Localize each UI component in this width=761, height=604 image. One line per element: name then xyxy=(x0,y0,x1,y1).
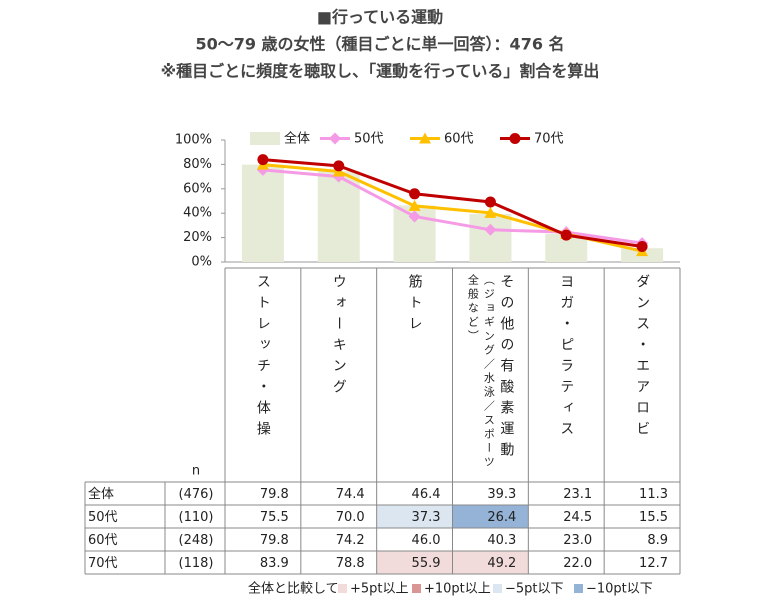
legend-marker xyxy=(419,132,431,144)
category-label: その他の有酸素運動 xyxy=(498,274,515,463)
point xyxy=(408,210,421,223)
category-cell: ヨガ・ピラティス xyxy=(528,274,604,478)
y-tick-label: 0% xyxy=(191,255,212,270)
category-label: 筋トレ xyxy=(406,274,423,337)
n-header: n xyxy=(192,464,200,479)
row-label: 全体 xyxy=(88,486,114,502)
cell-value: 8.9 xyxy=(647,533,668,548)
comparison-legend-title: 全体と比較して xyxy=(248,581,339,597)
category-label: ダンス・エアロビ xyxy=(634,274,651,442)
bar xyxy=(317,171,360,262)
cell-value: 79.8 xyxy=(260,533,289,548)
category-label-group: その他の有酸素運動 （ジョギング／水泳／スポーツ全般など） xyxy=(464,274,516,478)
category-cell: ストレッチ・体操 xyxy=(225,274,301,478)
cell-highlight xyxy=(376,551,453,574)
comparison-swatch xyxy=(412,584,421,593)
category-cell: ダンス・エアロビ xyxy=(604,274,680,478)
point xyxy=(408,199,421,211)
row-label: 60代 xyxy=(88,533,118,548)
point xyxy=(257,154,269,166)
point xyxy=(636,241,648,253)
row-label: 50代 xyxy=(88,510,118,525)
cell-value: 74.4 xyxy=(336,487,365,502)
cell-highlight xyxy=(452,551,529,574)
category-cell: その他の有酸素運動 （ジョギング／水泳／スポーツ全般など） xyxy=(453,274,529,478)
y-tick-label: 80% xyxy=(183,157,212,172)
cell-value: 39.3 xyxy=(487,487,516,502)
comparison-swatch xyxy=(493,584,502,593)
category-label: ヨガ・ピラティス xyxy=(558,274,575,442)
point xyxy=(560,229,572,241)
legend-label: 全体 xyxy=(284,131,310,147)
cell-value: 22.0 xyxy=(563,556,592,571)
cell-value: 26.4 xyxy=(487,510,516,525)
comparison-swatch xyxy=(338,584,347,593)
cell-value: 15.5 xyxy=(639,510,668,525)
comparison-label: −5pt以下 xyxy=(505,582,564,597)
cell-value: 79.8 xyxy=(260,487,289,502)
comparison-label: −10pt以下 xyxy=(586,582,653,597)
point xyxy=(484,206,497,218)
cell-value: 70.0 xyxy=(336,510,365,525)
row-n: (118) xyxy=(179,556,214,571)
comparison-label: +10pt以上 xyxy=(424,582,491,597)
y-tick-label: 60% xyxy=(183,181,212,196)
point xyxy=(409,188,421,200)
cell-value: 46.0 xyxy=(412,533,441,548)
cell-highlight xyxy=(452,505,529,528)
legend-label: 70代 xyxy=(534,132,564,147)
category-label-group: ウォーキング xyxy=(329,274,349,478)
cell-value: 78.8 xyxy=(336,556,365,571)
y-tick-label: 40% xyxy=(183,206,212,221)
subtitle: 50～79 歳の女性（種目ごとに単一回答）：476 名 xyxy=(195,35,564,54)
cell-value: 11.3 xyxy=(639,487,668,502)
cell-value: 83.9 xyxy=(260,556,289,571)
bar xyxy=(469,214,512,262)
category-note: （ジョギング／水泳／スポーツ全般など） xyxy=(466,274,496,470)
cell-value: 12.7 xyxy=(639,556,668,571)
category-label: ストレッチ・体操 xyxy=(254,274,271,442)
cell-value: 40.3 xyxy=(487,533,516,548)
y-tick-label: 100% xyxy=(175,133,212,148)
category-cell: ウォーキング xyxy=(301,274,377,478)
cell-value: 24.5 xyxy=(563,510,592,525)
cell-value: 55.9 xyxy=(412,556,441,571)
note: ※種目ごとに頻度を聴取し、「運動を行っている」割合を算出 xyxy=(161,62,600,81)
row-n: (248) xyxy=(179,533,214,548)
legend-marker xyxy=(329,132,341,145)
cell-value: 49.2 xyxy=(487,556,516,571)
legend-label: 60代 xyxy=(444,132,474,147)
y-tick-label: 20% xyxy=(183,230,212,245)
line xyxy=(262,158,643,248)
category-label-group: 筋トレ xyxy=(405,274,425,478)
legend-label: 50代 xyxy=(354,132,384,147)
legend-marker xyxy=(509,133,521,144)
row-label: 70代 xyxy=(88,556,118,571)
category-label-group: ヨガ・ピラティス xyxy=(556,274,576,478)
point xyxy=(333,160,345,172)
cell-value: 46.4 xyxy=(412,487,441,502)
bar xyxy=(241,164,284,262)
line xyxy=(262,168,643,245)
row-n: (110) xyxy=(179,510,214,525)
point xyxy=(484,223,497,236)
comparison-label: +5pt以上 xyxy=(350,582,409,597)
category-label-group: ストレッチ・体操 xyxy=(253,274,273,478)
category-label-group: ダンス・エアロビ xyxy=(632,274,652,478)
category-label: ウォーキング xyxy=(330,274,347,400)
cell-highlight xyxy=(376,505,453,528)
cell-value: 74.2 xyxy=(336,533,365,548)
cell-value: 75.5 xyxy=(260,510,289,525)
legend-swatch xyxy=(250,132,280,145)
comparison-swatch xyxy=(574,584,583,593)
point xyxy=(484,196,496,208)
title: ■行っている運動 xyxy=(317,8,443,27)
row-n: (476) xyxy=(179,487,214,502)
cell-value: 23.1 xyxy=(563,487,592,502)
category-cell: 筋トレ xyxy=(377,274,453,478)
cell-value: 23.0 xyxy=(563,533,592,548)
cell-value: 37.3 xyxy=(412,510,441,525)
